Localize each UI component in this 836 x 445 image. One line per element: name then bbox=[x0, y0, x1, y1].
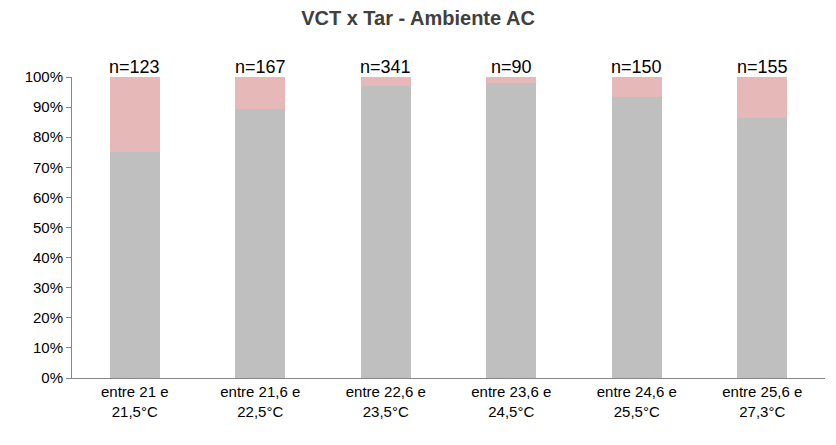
svg-text:entre 25,6 e27,3°C: entre 25,6 e27,3°C bbox=[722, 383, 802, 420]
svg-text:20%: 20% bbox=[33, 309, 63, 326]
svg-text:n=155: n=155 bbox=[737, 57, 788, 77]
svg-text:entre 21,6 e22,5°C: entre 21,6 e22,5°C bbox=[220, 383, 300, 420]
svg-text:0%: 0% bbox=[41, 369, 63, 386]
svg-text:entre 21 e21,5°C: entre 21 e21,5°C bbox=[101, 383, 169, 420]
svg-text:50%: 50% bbox=[33, 219, 63, 236]
svg-text:entre 22,6 e23,5°C: entre 22,6 e23,5°C bbox=[346, 383, 426, 420]
svg-text:n=150: n=150 bbox=[611, 57, 662, 77]
svg-text:n=90: n=90 bbox=[491, 57, 532, 77]
svg-text:40%: 40% bbox=[33, 249, 63, 266]
svg-text:60%: 60% bbox=[33, 189, 63, 206]
svg-text:30%: 30% bbox=[33, 279, 63, 296]
svg-text:entre 23,6 e24,5°C: entre 23,6 e24,5°C bbox=[471, 383, 551, 420]
svg-text:VCT x Tar - Ambiente AC: VCT x Tar - Ambiente AC bbox=[301, 7, 535, 29]
svg-text:n=123: n=123 bbox=[109, 57, 160, 77]
svg-text:10%: 10% bbox=[33, 339, 63, 356]
svg-text:100%: 100% bbox=[25, 68, 63, 85]
svg-text:80%: 80% bbox=[33, 128, 63, 145]
svg-text:90%: 90% bbox=[33, 98, 63, 115]
svg-text:n=167: n=167 bbox=[235, 57, 286, 77]
svg-text:entre 24,6 e25,5°C: entre 24,6 e25,5°C bbox=[597, 383, 677, 420]
svg-text:n=341: n=341 bbox=[360, 57, 411, 77]
svg-text:70%: 70% bbox=[33, 159, 63, 176]
